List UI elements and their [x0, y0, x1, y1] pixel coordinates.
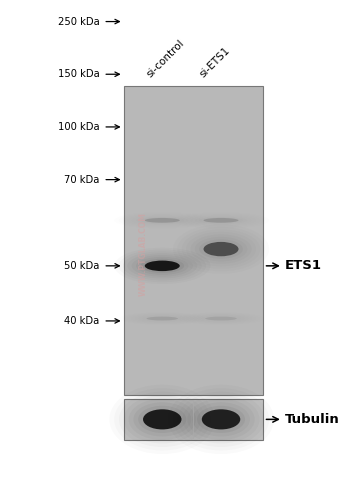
Ellipse shape [205, 317, 237, 320]
Text: 150 kDa: 150 kDa [58, 69, 100, 79]
Text: 100 kDa: 100 kDa [58, 122, 100, 132]
Ellipse shape [147, 317, 178, 320]
Text: si-ETS1: si-ETS1 [198, 45, 232, 79]
Ellipse shape [145, 218, 180, 223]
Text: 40 kDa: 40 kDa [64, 316, 100, 326]
Text: 50 kDa: 50 kDa [64, 261, 100, 271]
Bar [124, 86, 262, 395]
Text: WWW.PTGLAB.COM: WWW.PTGLAB.COM [139, 212, 148, 296]
Ellipse shape [202, 409, 240, 430]
Ellipse shape [197, 406, 245, 433]
Ellipse shape [143, 409, 182, 430]
Text: ETS1: ETS1 [285, 259, 322, 273]
Text: si-control: si-control [145, 37, 187, 79]
Ellipse shape [203, 242, 238, 256]
Bar [124, 399, 262, 440]
Ellipse shape [140, 259, 184, 273]
Ellipse shape [203, 218, 238, 223]
Text: 70 kDa: 70 kDa [64, 175, 100, 184]
Text: Tubulin: Tubulin [285, 413, 340, 426]
Ellipse shape [138, 406, 186, 433]
Text: 250 kDa: 250 kDa [58, 17, 100, 26]
Ellipse shape [145, 261, 180, 271]
